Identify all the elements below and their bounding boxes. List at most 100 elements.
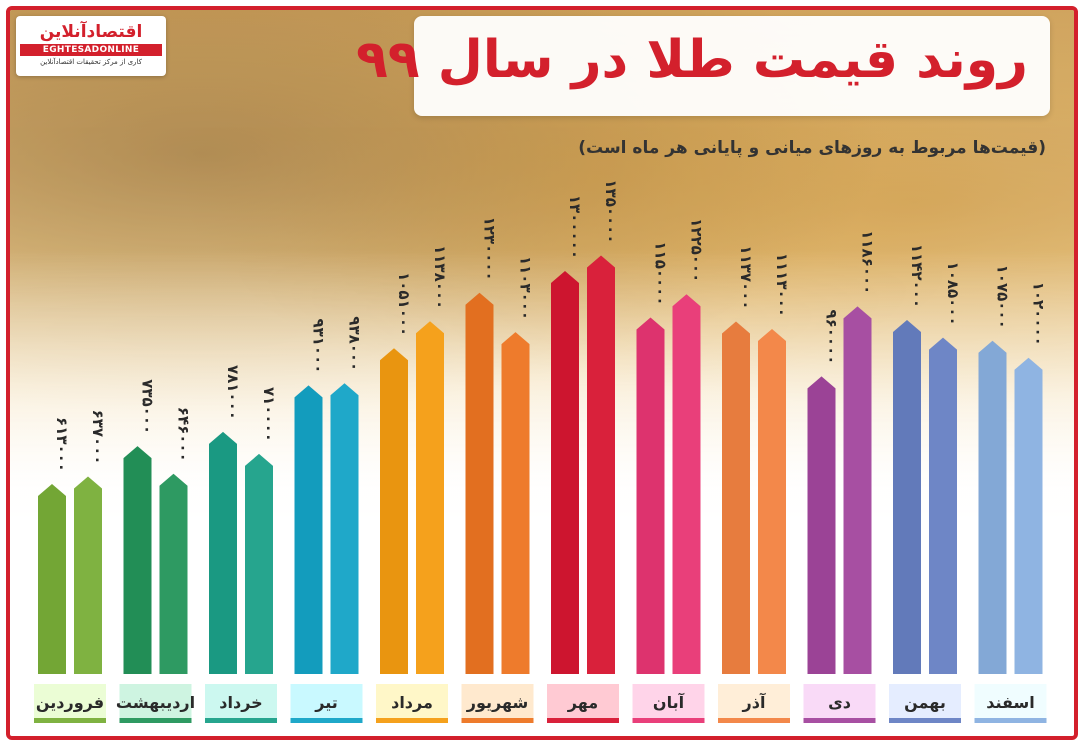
logo-text: اقتصادآنلاین (39, 22, 143, 42)
bar (38, 483, 66, 674)
title-box: روند قیمت طلا در سال ۹۹ (356, 16, 1050, 116)
month-accent-line (376, 718, 448, 723)
month-group: خرداد ۷۸۱۰۰۰ ۷۱۰۰۰۰ (205, 365, 278, 723)
bar (893, 319, 921, 674)
bar-chart: فروردین ۶۱۳۰۰۰ ۶۳۷۰۰۰ اردیبهشت ۷۳۵۰۰۰ ۶۴۶۰۰۰ خ… (34, 179, 1048, 723)
logo-tagline: کاری از مرکز تحقیقات اقتصادآنلاین (40, 58, 142, 66)
bar (416, 321, 444, 674)
value-label: ۱۱۰۳۰۰۰ (517, 256, 535, 320)
value-label: ۱۱۳۸۰۰۰ (431, 245, 449, 309)
value-label: ۱۱۱۳۰۰۰ (773, 253, 791, 317)
month-accent-line (803, 718, 876, 723)
month-label: شهریور (466, 693, 529, 712)
value-label: ۷۸۱۰۰۰ (224, 365, 242, 420)
bar (245, 453, 273, 674)
month-group: بهمن ۱۱۴۲۰۰۰ ۱۰۸۵۰۰۰ (889, 244, 962, 723)
month-accent-line (632, 718, 705, 723)
month-group: فروردین ۶۱۳۰۰۰ ۶۳۷۰۰۰ (34, 410, 107, 723)
month-label-background (119, 684, 192, 722)
value-label: ۷۱۰۰۰۰ (260, 387, 278, 442)
bar (294, 385, 323, 674)
month-accent-line (205, 718, 277, 723)
chart-title: روند قیمت طلا در سال ۹۹ (356, 30, 1028, 90)
bar (929, 337, 957, 674)
value-label: ۶۱۳۰۰۰ (53, 417, 71, 472)
bar (807, 376, 836, 674)
value-label: ۱۲۳۰۰۰۰ (481, 217, 499, 281)
month-label: مهر (567, 693, 598, 712)
month-label: مرداد (391, 693, 433, 712)
bar (551, 271, 579, 674)
month-group: اسفند ۱۰۷۵۰۰۰ ۱۰۲۰۰۰۰ (974, 265, 1048, 723)
value-label: ۱۲۲۵۰۰۰ (688, 218, 706, 282)
month-group: شهریور ۱۲۳۰۰۰۰ ۱۱۰۳۰۰۰ (461, 217, 535, 723)
value-label: ۹۶۰۰۰۰ (823, 309, 841, 364)
bar (758, 328, 786, 674)
month-label: آذر (742, 692, 766, 712)
month-label-background (632, 684, 705, 722)
infographic-frame: اقتصادآنلاین EGHTESADONLINE کاری از مرکز… (6, 6, 1078, 740)
month-group: تیر ۹۳۱۰۰۰ ۹۳۸۰۰۰ (290, 316, 364, 723)
bar (636, 317, 665, 674)
value-label: ۱۳۵۰۰۰۰ (602, 179, 620, 243)
month-label-background (974, 684, 1047, 722)
month-group: مهر ۱۳۰۰۰۰۰ ۱۳۵۰۰۰۰ (547, 179, 620, 723)
chart-subtitle: (قیمت‌ها مربوط به روزهای میانی و پایانی … (578, 138, 1046, 158)
month-accent-line (547, 718, 619, 723)
month-accent-line (718, 718, 790, 723)
logo: اقتصادآنلاین EGHTESADONLINE کاری از مرکز… (16, 16, 166, 76)
value-label: ۱۱۴۲۰۰۰ (908, 244, 926, 308)
month-label-background (205, 684, 277, 722)
value-label: ۱۰۵۱۰۰۰ (395, 272, 413, 336)
bar (159, 473, 188, 674)
month-accent-line (974, 718, 1047, 723)
value-label: ۶۴۶۰۰۰ (175, 407, 193, 462)
month-label: فروردین (36, 693, 104, 712)
value-label: ۶۳۷۰۰۰ (89, 410, 107, 465)
value-label: ۱۱۸۶۰۰۰ (859, 230, 877, 294)
month-label: بهمن (904, 693, 946, 712)
bar (465, 292, 494, 674)
month-group: اردیبهشت ۷۳۵۰۰۰ ۶۴۶۰۰۰ (116, 379, 195, 723)
bar (978, 340, 1007, 674)
month-label-background (461, 684, 534, 722)
value-label: ۱۰۲۰۰۰۰ (1030, 282, 1048, 346)
month-label: تیر (314, 693, 338, 712)
month-accent-line (461, 718, 534, 723)
bar (74, 476, 102, 674)
bar (587, 255, 615, 674)
month-label: اسفند (986, 693, 1035, 712)
bar (1014, 357, 1043, 674)
logo-latin: EGHTESADONLINE (20, 44, 162, 56)
value-label: ۱۰۷۵۰۰۰ (994, 265, 1012, 329)
month-group: آبان ۱۱۵۰۰۰۰ ۱۲۲۵۰۰۰ (632, 218, 706, 723)
month-label-background (718, 684, 790, 722)
bar (330, 383, 359, 674)
bar (501, 332, 530, 674)
month-label: دی (828, 693, 851, 712)
value-label: ۹۳۸۰۰۰ (346, 316, 364, 371)
month-accent-line (290, 718, 363, 723)
month-label-background (376, 684, 448, 722)
month-label-background (290, 684, 363, 722)
month-group: آذر ۱۱۳۷۰۰۰ ۱۱۱۳۰۰۰ (718, 245, 791, 723)
month-label: آبان (653, 692, 685, 712)
bar (672, 294, 701, 674)
bar (380, 348, 408, 674)
bar (722, 321, 750, 674)
month-label-background (34, 684, 106, 722)
value-label: ۱۳۰۰۰۰۰ (566, 195, 584, 259)
bar (209, 431, 237, 674)
month-accent-line (119, 718, 192, 723)
month-group: دی ۹۶۰۰۰۰ ۱۱۸۶۰۰۰ (803, 230, 877, 723)
value-label: ۷۳۵۰۰۰ (139, 379, 157, 434)
month-label: اردیبهشت (116, 693, 195, 712)
month-label-background (889, 684, 961, 722)
bar (123, 446, 152, 674)
value-label: ۱۰۸۵۰۰۰ (944, 262, 962, 326)
month-label-background (547, 684, 619, 722)
value-label: ۹۳۱۰۰۰ (310, 318, 328, 373)
month-label-background (803, 684, 876, 722)
month-accent-line (34, 718, 106, 723)
bar (843, 306, 872, 674)
